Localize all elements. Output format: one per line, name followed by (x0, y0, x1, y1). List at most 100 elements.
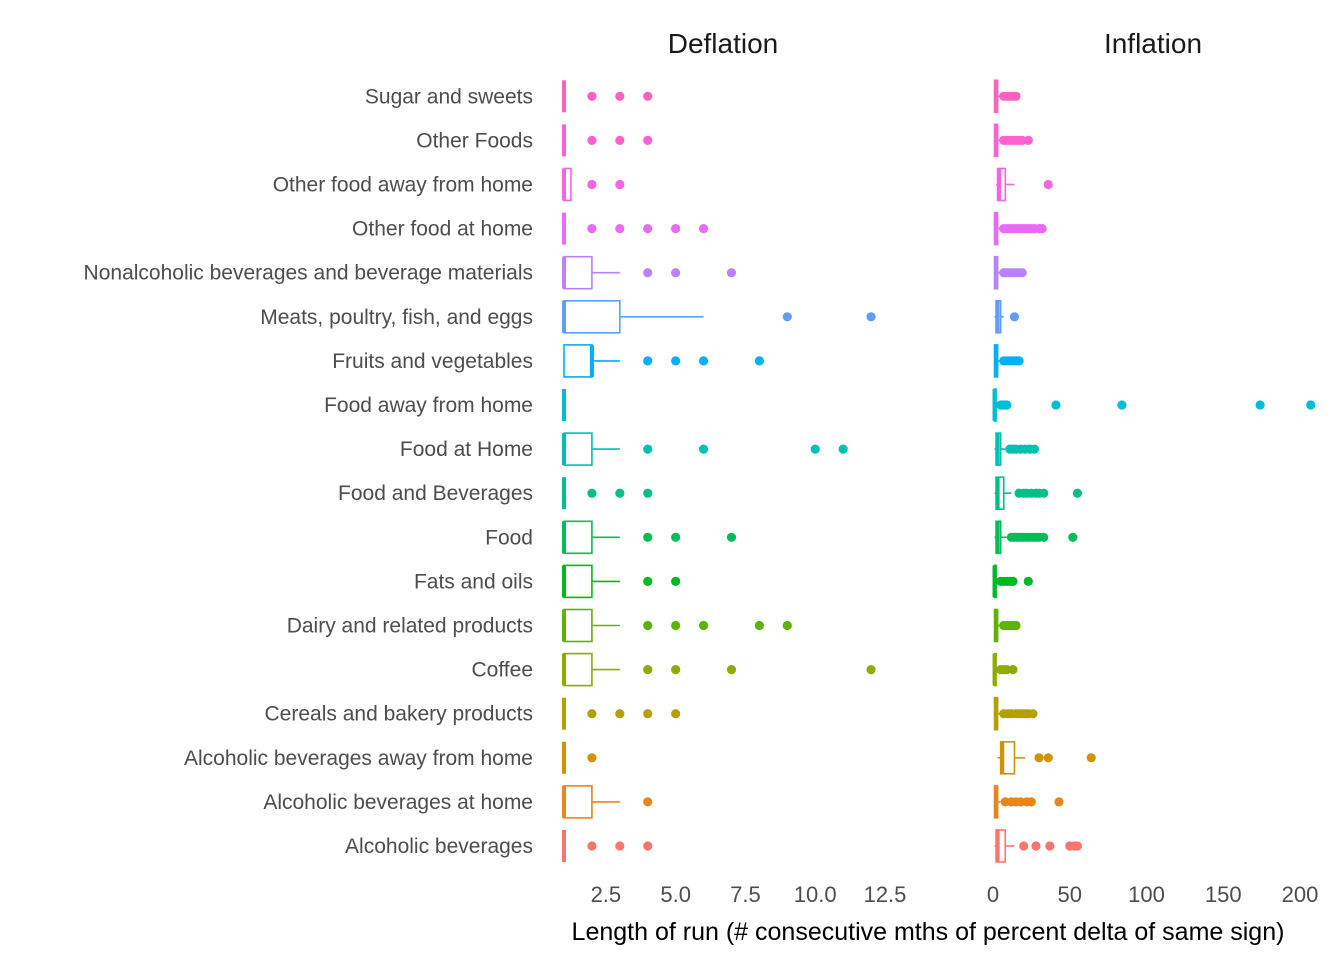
x-tick-label: 2.5 (591, 882, 622, 907)
outlier-point (587, 753, 597, 763)
x-tick-label: 12.5 (864, 882, 907, 907)
category-label: Other food at home (352, 218, 533, 241)
outlier-point (643, 665, 653, 675)
category-label: Alcoholic beverages away from home (184, 747, 533, 770)
outlier-point (615, 841, 625, 851)
outlier-point (1017, 268, 1027, 278)
outlier-point (587, 224, 597, 234)
x-tick-label: 10.0 (794, 882, 837, 907)
outlier-point (587, 488, 597, 498)
outlier-point (1008, 665, 1018, 675)
outlier-point (1029, 444, 1040, 454)
outlier-point (726, 268, 737, 278)
x-axis-title: Length of run (# consecutive mths of per… (572, 918, 1285, 946)
outlier-point (1037, 224, 1047, 234)
x-tick-label: 50 (1058, 882, 1082, 907)
category-label: Nonalcoholic beverages and beverage mate… (84, 262, 533, 285)
outlier-point (671, 665, 681, 675)
outlier-point (1019, 841, 1029, 851)
category-label: Food away from home (324, 394, 533, 417)
box (563, 255, 593, 290)
outlier-point (1255, 400, 1265, 410)
outlier-point (587, 135, 597, 145)
category-label: Alcoholic beverages at home (263, 791, 533, 814)
outlier-point (643, 135, 653, 145)
inflation-panel: Inflation 0 50 100 150 200 (987, 28, 1318, 907)
outlier-point (698, 224, 709, 234)
outlier-point (1011, 91, 1021, 101)
outlier-point (1002, 400, 1012, 410)
outlier-point (671, 268, 681, 278)
outlier-point (643, 709, 653, 719)
inflation-boxes (992, 79, 1316, 863)
outlier-point (1054, 797, 1064, 807)
outlier-point (1068, 532, 1078, 542)
outlier-point (615, 224, 625, 234)
category-labels: Alcoholic beverages Alcoholic beverages a… (84, 85, 533, 858)
outlier-point (1011, 620, 1021, 631)
outlier-point (866, 665, 876, 675)
box (563, 299, 621, 334)
outlier-point (671, 224, 681, 234)
outlier-point (782, 312, 792, 322)
outlier-point (587, 179, 597, 190)
outlier-point (671, 356, 681, 366)
category-label: Food and Beverages (338, 482, 533, 505)
outlier-point (698, 444, 709, 454)
outlier-point (1043, 753, 1053, 763)
inflation-panel-title: Inflation (1104, 28, 1202, 59)
outlier-point (671, 532, 681, 542)
category-label: Alcoholic beverages (345, 835, 533, 858)
outlier-point (643, 620, 653, 631)
category-label: Sugar and sweets (365, 85, 533, 108)
category-label: Fruits and vegetables (332, 350, 533, 373)
category-label: Coffee (472, 659, 534, 682)
x-tick-label: 5.0 (660, 882, 691, 907)
x-tick-label: 0 (987, 882, 999, 907)
outlier-point (1072, 841, 1083, 851)
outlier-point (1031, 841, 1041, 851)
x-tick-label: 200 (1282, 882, 1319, 907)
box (563, 520, 593, 555)
outlier-point (671, 709, 681, 719)
deflation-panel: Deflation 2.5 5.0 7.5 10.0 12.5 (562, 28, 907, 907)
outlier-point (671, 620, 681, 631)
deflation-panel-title: Deflation (668, 28, 779, 59)
category-label: Dairy and related products (287, 615, 533, 638)
category-label: Food (485, 526, 533, 549)
outlier-point (1023, 135, 1033, 145)
outlier-point (643, 841, 653, 851)
outlier-point (587, 841, 597, 851)
outlier-point (726, 665, 737, 675)
category-label: Food at Home (400, 438, 533, 461)
outlier-point (1014, 356, 1024, 366)
outlier-point (810, 444, 820, 454)
deflation-x-ticks: 2.5 5.0 7.5 10.0 12.5 (591, 882, 907, 907)
outlier-point (1043, 179, 1053, 190)
outlier-point (615, 709, 625, 719)
outlier-point (1028, 709, 1038, 719)
outlier-point (643, 224, 653, 234)
outlier-point (615, 179, 625, 190)
outlier-point (1034, 753, 1044, 763)
outlier-point (643, 91, 653, 101)
outlier-point (643, 797, 653, 807)
outlier-point (615, 135, 625, 145)
inflation-x-ticks: 0 50 100 150 200 (987, 882, 1318, 907)
outlier-point (587, 91, 597, 101)
category-label: Fats and oils (414, 570, 533, 593)
outlier-point (838, 444, 848, 454)
outlier-point (643, 356, 653, 366)
outlier-point (1072, 488, 1083, 498)
outlier-point (726, 532, 737, 542)
outlier-point (1306, 400, 1316, 410)
outlier-point (754, 620, 764, 631)
outlier-point (587, 709, 597, 719)
outlier-point (1051, 400, 1061, 410)
outlier-point (1045, 841, 1055, 851)
x-tick-label: 150 (1205, 882, 1242, 907)
outlier-point (698, 620, 709, 631)
outlier-point (1039, 488, 1049, 498)
outlier-point (615, 91, 625, 101)
